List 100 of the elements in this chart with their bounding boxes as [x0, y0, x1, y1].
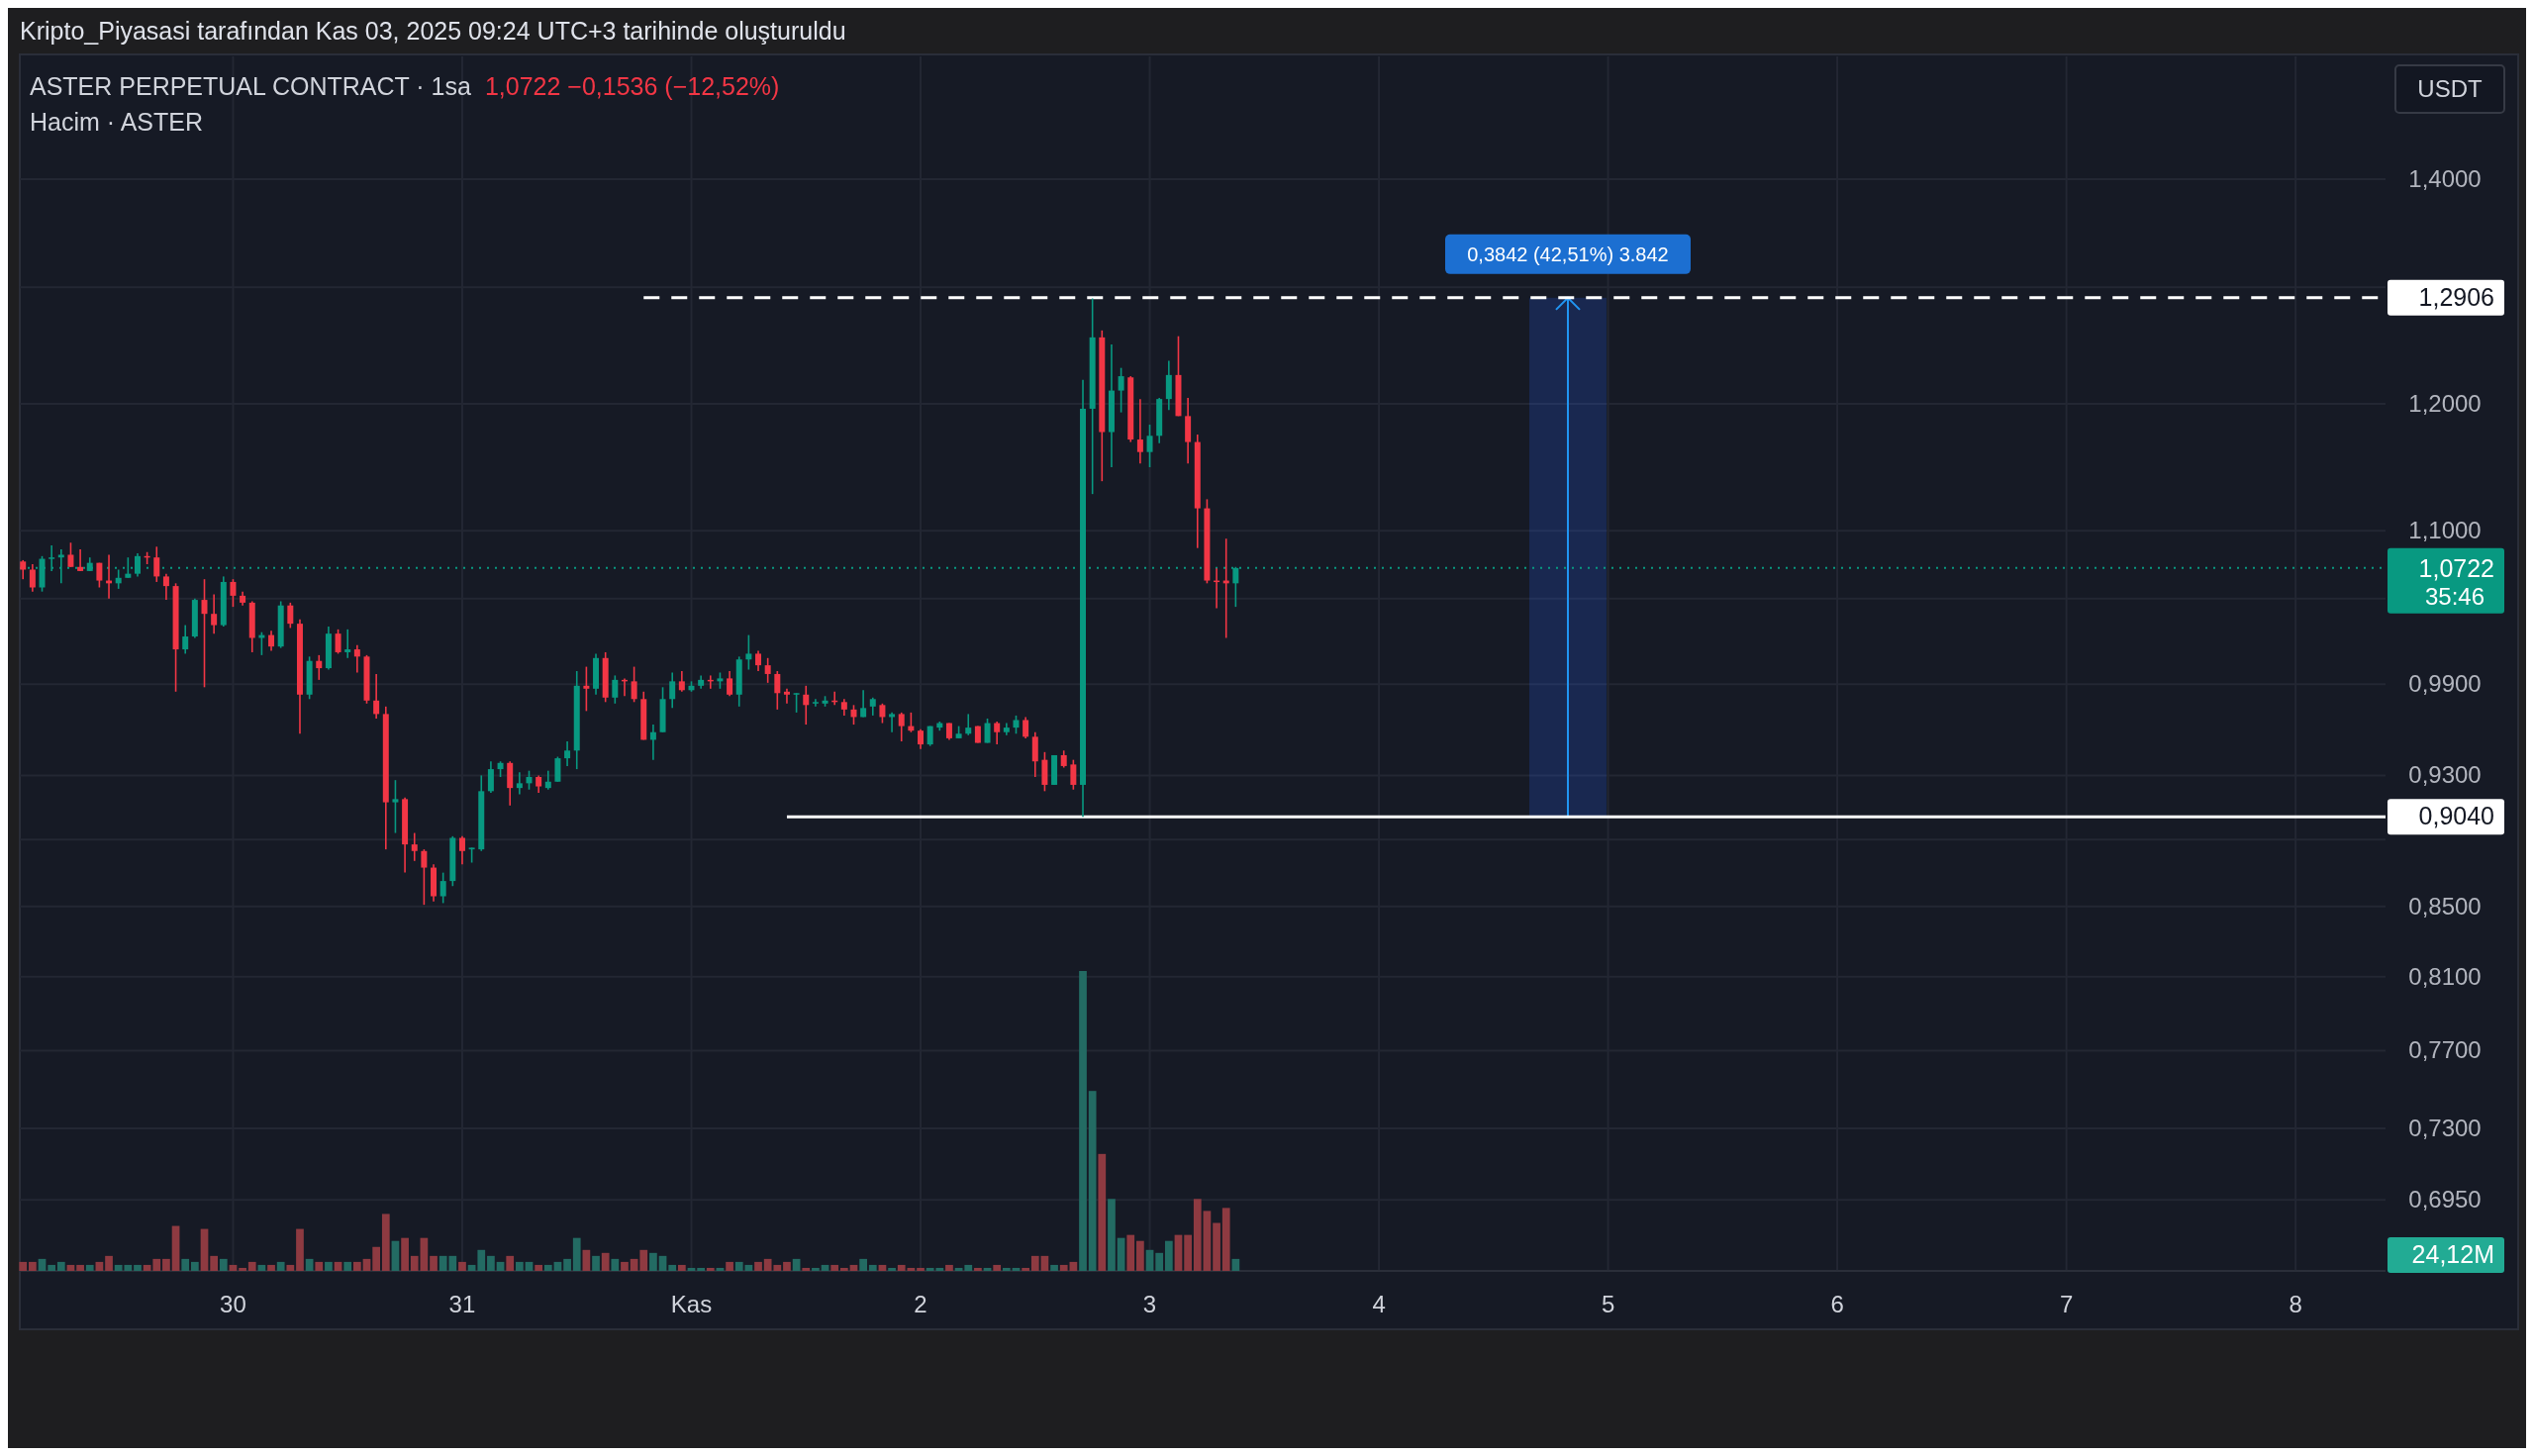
- bar: [343, 1261, 352, 1271]
- candlestick: [1023, 716, 1029, 739]
- candlestick: [134, 552, 141, 578]
- bar: [621, 1261, 629, 1271]
- bar: [726, 1261, 733, 1271]
- candlestick: [1070, 758, 1077, 791]
- bar: [1050, 1264, 1058, 1271]
- bar: [592, 1255, 600, 1271]
- candlestick: [1118, 366, 1124, 414]
- candlestick: [727, 670, 733, 698]
- bar: [754, 1261, 762, 1271]
- bar: [525, 1261, 534, 1271]
- candlestick: [353, 643, 360, 674]
- bar: [706, 1267, 715, 1271]
- candlestick: [850, 704, 857, 726]
- candlestick: [29, 563, 36, 593]
- bar: [907, 1267, 916, 1271]
- y-tick-label: 0,7700: [2408, 1036, 2482, 1064]
- bar: [1213, 1222, 1220, 1271]
- candlestick: [125, 556, 132, 579]
- bar: [29, 1261, 37, 1271]
- candlestick: [564, 740, 571, 767]
- candlestick: [421, 848, 428, 906]
- bar: [1002, 1267, 1011, 1271]
- candlestick: [211, 593, 218, 634]
- bar: [105, 1255, 113, 1271]
- candlestick: [439, 871, 446, 905]
- candlestick: [898, 712, 905, 742]
- candlestick: [1013, 715, 1020, 735]
- bar: [1203, 1211, 1212, 1271]
- candlestick: [344, 629, 351, 659]
- bar: [1098, 1153, 1107, 1271]
- text: 1,0722 −0,1536 (−12,52%): [484, 72, 780, 100]
- candlestick: [516, 771, 523, 796]
- bar: [247, 1261, 256, 1271]
- bar: [191, 1261, 199, 1271]
- bar: [430, 1255, 438, 1271]
- bar: [181, 1258, 190, 1271]
- bar: [200, 1228, 209, 1271]
- bar: [286, 1264, 295, 1271]
- candlestick: [96, 561, 103, 589]
- candlestick: [1136, 398, 1143, 464]
- x-tick-label: 6: [1830, 1291, 1844, 1317]
- bar: [1079, 971, 1087, 1271]
- bar: [572, 1237, 581, 1271]
- candlestick: [965, 713, 972, 736]
- bar: [276, 1261, 285, 1271]
- candlestick: [984, 718, 991, 744]
- bar: [954, 1267, 963, 1271]
- candlestick: [649, 724, 656, 761]
- bar: [839, 1267, 848, 1271]
- bar: [983, 1267, 992, 1271]
- bar: [239, 1267, 246, 1271]
- bar: [1221, 1208, 1230, 1271]
- candlestick: [678, 670, 685, 693]
- bar: [993, 1264, 1002, 1271]
- bar: [897, 1264, 906, 1271]
- candlestick: [994, 721, 1001, 745]
- data-label: 0,9040: [2418, 802, 2494, 830]
- bar: [697, 1267, 705, 1271]
- candlestick: [287, 602, 294, 630]
- bar: [888, 1267, 896, 1271]
- candlestick: [631, 665, 637, 704]
- bar: [420, 1237, 429, 1271]
- bar: [1117, 1237, 1125, 1271]
- bar: [162, 1258, 170, 1271]
- x-tick-label: 8: [2289, 1291, 2302, 1317]
- y-tick-label: 0,9900: [2408, 670, 2482, 698]
- bar: [19, 1261, 28, 1271]
- candlestick: [544, 769, 551, 791]
- bar: [649, 1252, 657, 1271]
- candlestick: [612, 674, 619, 705]
- bar: [1193, 1199, 1202, 1271]
- bar: [48, 1264, 56, 1271]
- bar: [267, 1264, 275, 1271]
- bar: [716, 1267, 725, 1271]
- x-tick-label: 7: [2059, 1291, 2074, 1317]
- text: 24,12M: [2411, 1239, 2494, 1268]
- bar: [1088, 1091, 1097, 1271]
- bar: [401, 1237, 409, 1271]
- candlestick: [803, 685, 810, 726]
- bar: [677, 1264, 686, 1271]
- bar: [917, 1267, 925, 1271]
- bar: [381, 1213, 390, 1271]
- candlestick: [755, 649, 762, 672]
- bar: [410, 1255, 419, 1271]
- bar: [477, 1249, 486, 1271]
- candlestick: [392, 779, 399, 834]
- x-tick-label: Kas: [670, 1291, 713, 1317]
- bar: [1108, 1199, 1116, 1271]
- bar: [171, 1225, 180, 1271]
- candlestick: [583, 665, 590, 713]
- candlestick: [115, 568, 122, 590]
- bar: [219, 1258, 228, 1271]
- y-tick-label: 0,8500: [2408, 892, 2482, 920]
- candlestick: [793, 692, 800, 714]
- bar: [974, 1267, 982, 1271]
- candlestick: [182, 624, 189, 655]
- bar: [830, 1264, 839, 1271]
- bar: [1012, 1267, 1021, 1271]
